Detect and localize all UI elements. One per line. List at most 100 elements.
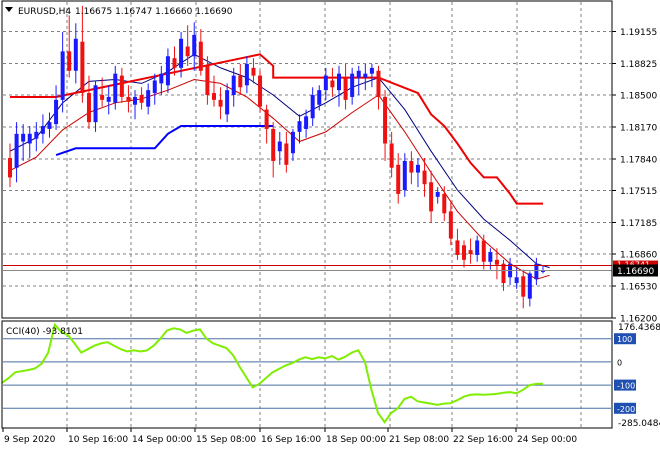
bull-candle[interactable] — [323, 75, 328, 91]
bull-candle[interactable] — [514, 277, 519, 284]
bull-candle[interactable] — [244, 63, 249, 86]
price-tick-label: 1.19155 — [620, 28, 657, 38]
bull-candle[interactable] — [152, 80, 157, 94]
bear-candle[interactable] — [330, 80, 335, 88]
bull-candle[interactable] — [488, 252, 493, 262]
bull-candle[interactable] — [363, 73, 368, 78]
time-tick-label: 10 Sep 16:00 — [68, 435, 128, 445]
bear-candle[interactable] — [396, 164, 401, 194]
grid — [3, 2, 611, 427]
bear-candle[interactable] — [455, 240, 460, 255]
bull-candle[interactable] — [297, 121, 302, 132]
bear-candle[interactable] — [271, 128, 276, 161]
bull-candle[interactable] — [475, 240, 480, 255]
cci-level-badge — [614, 402, 636, 414]
bull-candle[interactable] — [165, 56, 170, 86]
price-tick-label: 1.17185 — [620, 219, 657, 229]
bull-candle[interactable] — [402, 160, 407, 191]
bear-candle[interactable] — [86, 93, 91, 123]
time-tick-label: 16 Sep 16:00 — [261, 435, 321, 445]
bull-candle[interactable] — [231, 75, 236, 96]
bull-candle[interactable] — [93, 85, 98, 123]
bull-candle[interactable] — [133, 96, 138, 105]
current-price-label: 1.16690 — [617, 267, 654, 277]
price-panel[interactable] — [3, 5, 612, 309]
bull-candle[interactable] — [534, 263, 539, 280]
bear-candle[interactable] — [442, 193, 447, 214]
bear-candle[interactable] — [343, 77, 348, 100]
bull-candle[interactable] — [337, 73, 341, 91]
ohlc-readout: 1.16675 1.16747 1.16660 1.16690 — [75, 7, 233, 17]
bull-candle[interactable] — [113, 73, 118, 103]
bear-candle[interactable] — [376, 70, 381, 97]
bull-candle[interactable] — [350, 73, 355, 97]
bear-candle[interactable] — [383, 96, 388, 144]
bull-candle[interactable] — [415, 164, 420, 173]
bull-candle[interactable] — [369, 67, 374, 74]
bull-candle[interactable] — [47, 122, 52, 129]
bull-candle[interactable] — [146, 90, 151, 107]
bear-candle[interactable] — [501, 263, 506, 284]
bull-candle[interactable] — [225, 90, 230, 115]
bear-candle[interactable] — [172, 58, 177, 68]
time-tick-label: 21 Sep 08:00 — [389, 435, 449, 445]
bear-candle[interactable] — [119, 75, 124, 97]
bear-candle[interactable] — [448, 211, 453, 239]
bull-candle[interactable] — [435, 191, 440, 197]
time-tick-label: 9 Sep 2020 — [4, 435, 56, 445]
bear-candle[interactable] — [205, 65, 210, 96]
bear-candle[interactable] — [409, 160, 414, 173]
bull-candle[interactable] — [27, 133, 32, 144]
bull-candle[interactable] — [527, 273, 532, 299]
bear-candle[interactable] — [521, 276, 526, 297]
bull-candle[interactable] — [356, 70, 361, 78]
bear-candle[interactable] — [481, 240, 486, 262]
bear-candle[interactable] — [494, 259, 499, 265]
bear-candle[interactable] — [429, 182, 434, 212]
bull-candle[interactable] — [310, 95, 315, 119]
bear-candle[interactable] — [462, 245, 467, 260]
bear-candle[interactable] — [139, 95, 144, 103]
bear-candle[interactable] — [422, 170, 427, 185]
bull-candle[interactable] — [21, 133, 26, 142]
bull-candle[interactable] — [14, 133, 19, 168]
bear-candle[interactable] — [8, 158, 12, 178]
symbol-dropdown-icon[interactable] — [5, 7, 13, 12]
bear-candle[interactable] — [185, 46, 190, 57]
bull-candle[interactable] — [54, 99, 59, 125]
bear-candle[interactable] — [218, 99, 223, 107]
bear-candle[interactable] — [211, 93, 216, 100]
bear-candle[interactable] — [264, 109, 269, 129]
bear-candle[interactable] — [251, 67, 256, 76]
bull-candle[interactable] — [290, 131, 295, 154]
bear-candle[interactable] — [100, 95, 105, 100]
bull-candle[interactable] — [540, 270, 545, 272]
bull-candle[interactable] — [192, 34, 197, 57]
bull-candle[interactable] — [73, 38, 78, 71]
step-blue-line — [55, 125, 274, 157]
bear-candle[interactable] — [284, 143, 289, 165]
bear-candle[interactable] — [126, 96, 131, 102]
bear-candle[interactable] — [389, 143, 394, 168]
bear-candle[interactable] — [198, 41, 203, 71]
bull-candle[interactable] — [317, 90, 322, 105]
bear-candle[interactable] — [238, 75, 243, 88]
bull-candle[interactable] — [179, 38, 184, 68]
bear-candle[interactable] — [67, 51, 72, 71]
bear-candle[interactable] — [258, 75, 263, 107]
bear-candle[interactable] — [80, 41, 85, 94]
bull-candle[interactable] — [159, 73, 164, 84]
bear-candle[interactable] — [468, 250, 473, 255]
bull-candle[interactable] — [34, 131, 39, 139]
cci-level-label: -100 — [617, 382, 635, 391]
price-tick-label: 1.16860 — [620, 251, 657, 261]
bull-candle[interactable] — [277, 141, 282, 152]
time-tick-label: 15 Sep 08:00 — [196, 435, 256, 445]
bull-candle[interactable] — [40, 126, 45, 134]
bull-candle[interactable] — [106, 96, 111, 102]
bull-candle[interactable] — [304, 116, 309, 129]
cci-panel[interactable] — [1, 322, 611, 424]
bull-candle[interactable] — [60, 51, 65, 100]
